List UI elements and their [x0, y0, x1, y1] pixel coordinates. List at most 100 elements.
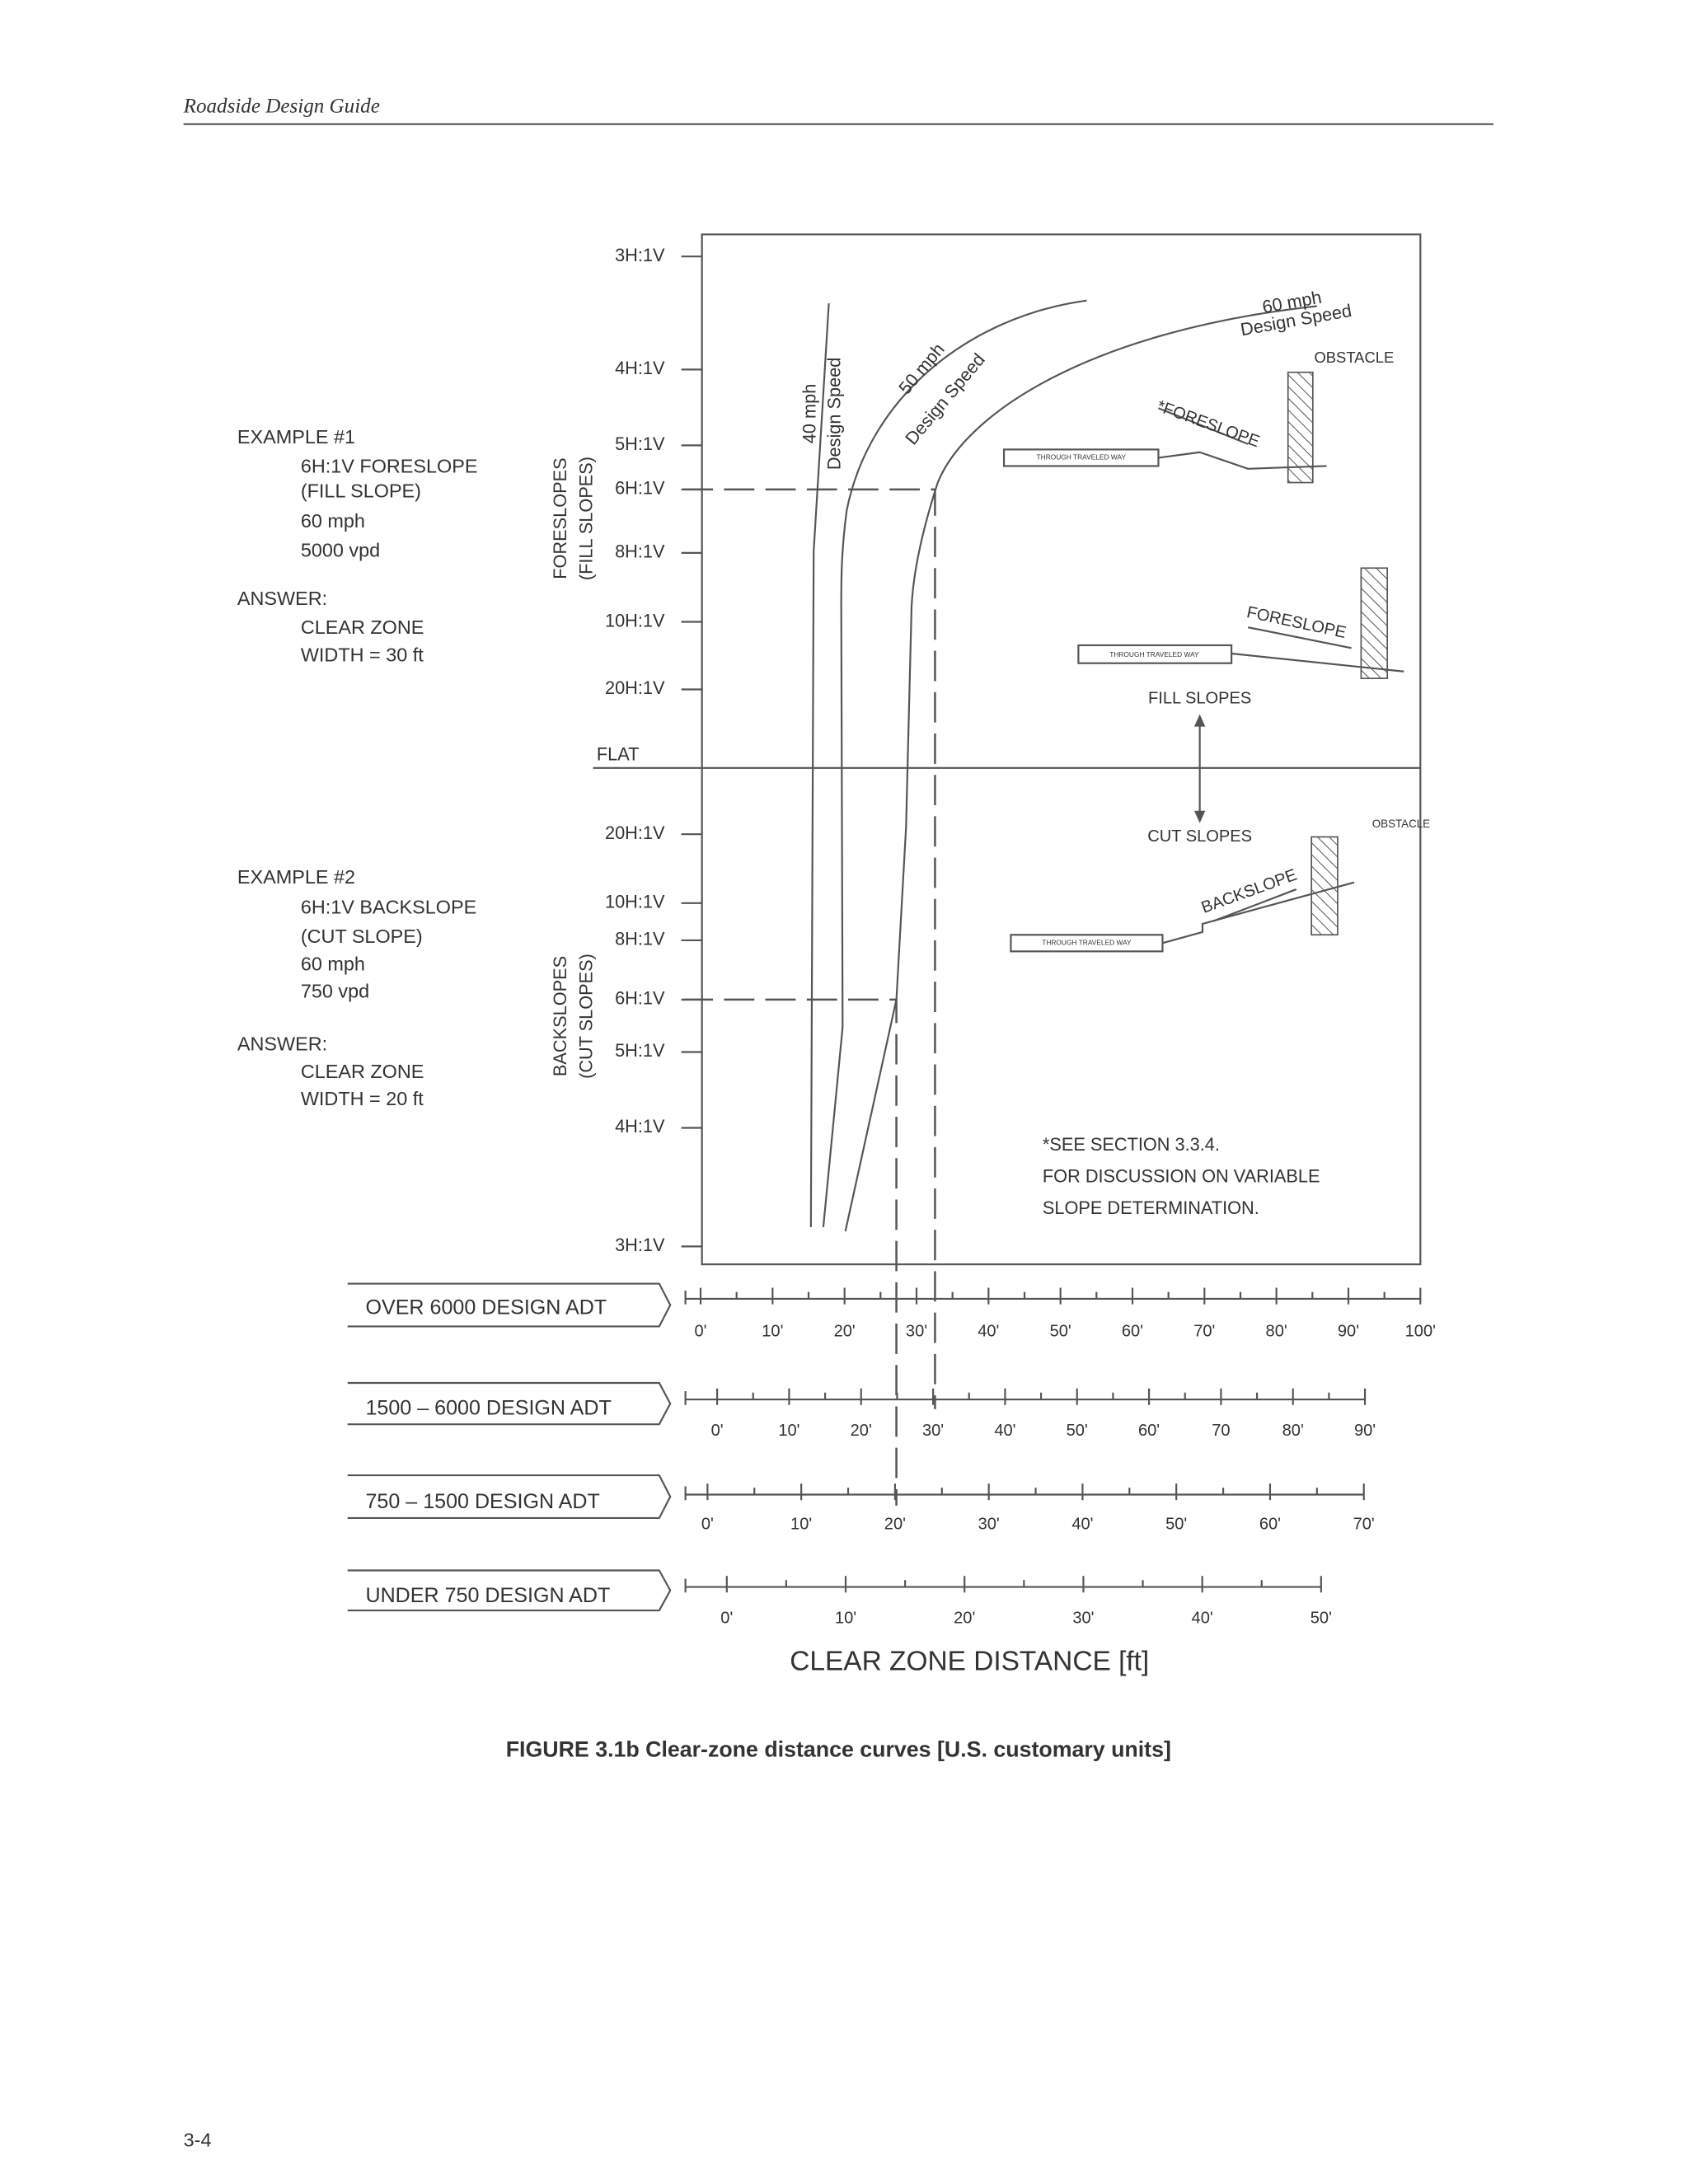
example-1-guide: [682, 488, 936, 1409]
obstacle: [1360, 567, 1388, 679]
axis-title: (FILL SLOPES): [576, 457, 597, 580]
example-answer: ANSWER:: [237, 1033, 327, 1054]
road: [1010, 934, 1164, 953]
inset-slope: *FORESLOPE: [1155, 397, 1262, 451]
header-title: Roadside Design Guide: [183, 95, 380, 117]
example-detail: (CUT SLOPE): [301, 926, 423, 947]
scale-tick-label: 40': [1071, 1516, 1093, 1534]
curves: [809, 299, 1317, 1232]
y-tick-label: 4H:1V: [615, 358, 665, 378]
example-result: WIDTH = 20 ft: [301, 1088, 424, 1109]
scale-tick-label: 100': [1405, 1322, 1436, 1340]
scale-label: OVER 6000 DESIGN ADT: [365, 1296, 607, 1319]
example-result: CLEAR ZONE: [301, 1061, 424, 1082]
axis-title: BACKSLOPES: [550, 956, 570, 1076]
chart-frame: [701, 233, 1422, 1266]
flat-label: FLAT: [597, 744, 640, 765]
curve-50: [822, 299, 1087, 1228]
scale-tick-label: 50': [1067, 1422, 1088, 1440]
page-number: 3-4: [184, 2129, 212, 2150]
scale-tick-label: 70': [1353, 1516, 1375, 1534]
x-title: CLEAR ZONE DISTANCE [ft]: [790, 1646, 1149, 1676]
example-detail: 60 mph: [301, 953, 365, 974]
slope-line: [1162, 881, 1355, 944]
y-tick-label: 4H:1V: [615, 1116, 665, 1137]
scale-tick-label: 50': [1165, 1516, 1187, 1534]
scale-tick-label: 40': [994, 1422, 1015, 1440]
scale-tick-label: 60': [1259, 1516, 1281, 1534]
fill-label: FILL SLOPES: [1148, 689, 1251, 707]
scale-tick-label: 50': [1050, 1322, 1071, 1340]
y-tick-label: 3H:1V: [615, 1235, 665, 1255]
example-detail: 750 vpd: [301, 981, 369, 1002]
example-guides: [682, 488, 936, 1506]
scale-tick-label: 70': [1193, 1322, 1215, 1340]
caption: FIGURE 3.1b Clear-zone distance curves […: [506, 1737, 1171, 1762]
example-detail: 6H:1V BACKSLOPE: [301, 897, 476, 918]
cut-label: CUT SLOPES: [1147, 827, 1252, 846]
example-result: CLEAR ZONE: [301, 616, 424, 638]
scale-tick-label: 10': [778, 1422, 799, 1440]
y-tick-label: 6H:1V: [615, 478, 665, 499]
scale-label: 750 – 1500 DESIGN ADT: [365, 1490, 599, 1513]
scale-tick-label: 50': [1311, 1609, 1332, 1627]
example-result: WIDTH = 30 ft: [301, 644, 424, 666]
example-detail: 6H:1V FORESLOPE: [301, 455, 478, 476]
scale-tick-label: 20': [834, 1322, 856, 1340]
scale-tick-label: 40': [1192, 1609, 1213, 1627]
inset-way: THROUGH TRAVELED WAY: [1037, 453, 1127, 462]
scale-tick-label: 70: [1212, 1422, 1230, 1440]
arrow-head: [1193, 810, 1206, 823]
y-tick-label: 8H:1V: [615, 541, 665, 562]
note-line: *SEE SECTION 3.3.4.: [1043, 1134, 1220, 1155]
slope-arrow: [1212, 888, 1297, 922]
y-tick-label: 10H:1V: [605, 892, 665, 912]
example-2-guide: [682, 998, 898, 1506]
scale-label-box: [347, 1282, 672, 1328]
y-tick-label: 5H:1V: [615, 434, 665, 454]
scale-tick-label: 90': [1338, 1322, 1359, 1340]
slope-line: [1231, 652, 1404, 673]
scale-tick-label: 0': [695, 1322, 707, 1340]
obstacle: [1311, 836, 1339, 936]
inset-shapes: [1002, 371, 1404, 953]
curve-label: 40 mph: [799, 384, 820, 444]
scale-tick-label: 0': [701, 1516, 714, 1534]
inset-obstacle: OBSTACLE: [1372, 818, 1430, 830]
example-detail: (FILL SLOPE): [301, 480, 421, 501]
axis-title: FORESLOPES: [550, 457, 570, 579]
scale-tick-label: 20': [954, 1609, 975, 1627]
axis-title: (CUT SLOPES): [576, 954, 597, 1079]
inset-way: THROUGH TRAVELED WAY: [1042, 939, 1132, 947]
scale-tick-label: 60': [1122, 1322, 1143, 1340]
y-tick-label: 6H:1V: [615, 988, 665, 1009]
y-tick-label: 3H:1V: [615, 245, 665, 265]
example-title: EXAMPLE #1: [237, 426, 355, 448]
scale-tick-label: 20': [851, 1422, 872, 1440]
y-tick-label: 8H:1V: [615, 929, 665, 949]
slope-arrow: [1158, 407, 1249, 445]
scale-tick-label: 20': [884, 1516, 906, 1534]
scale-label-box: [347, 1474, 672, 1520]
scale-tick-label: 0': [711, 1422, 724, 1440]
slope-arrow: [1247, 626, 1352, 649]
inset-way: THROUGH TRAVELED WAY: [1109, 650, 1199, 658]
slope-line: [1158, 451, 1327, 470]
y-tick-label: 5H:1V: [615, 1040, 665, 1061]
scale-tick-label: 10': [835, 1609, 856, 1627]
scale-tick-label: 0': [720, 1609, 733, 1627]
scale-tick-label: 40': [978, 1322, 999, 1340]
scale-tick-label: 30': [906, 1322, 927, 1340]
obstacle: [1287, 371, 1314, 484]
scale-tick-label: 10': [762, 1322, 783, 1340]
curve-60: [844, 305, 1317, 1232]
inset-slope: BACKSLOPE: [1199, 866, 1300, 917]
inset-obstacle: OBSTACLE: [1314, 349, 1394, 366]
scale-label: UNDER 750 DESIGN ADT: [365, 1584, 610, 1607]
scale-label-box: [347, 1569, 672, 1612]
scale-tick-label: 80': [1266, 1322, 1287, 1340]
curve-label: Design Speed: [824, 358, 845, 471]
curve-40: [809, 302, 830, 1227]
